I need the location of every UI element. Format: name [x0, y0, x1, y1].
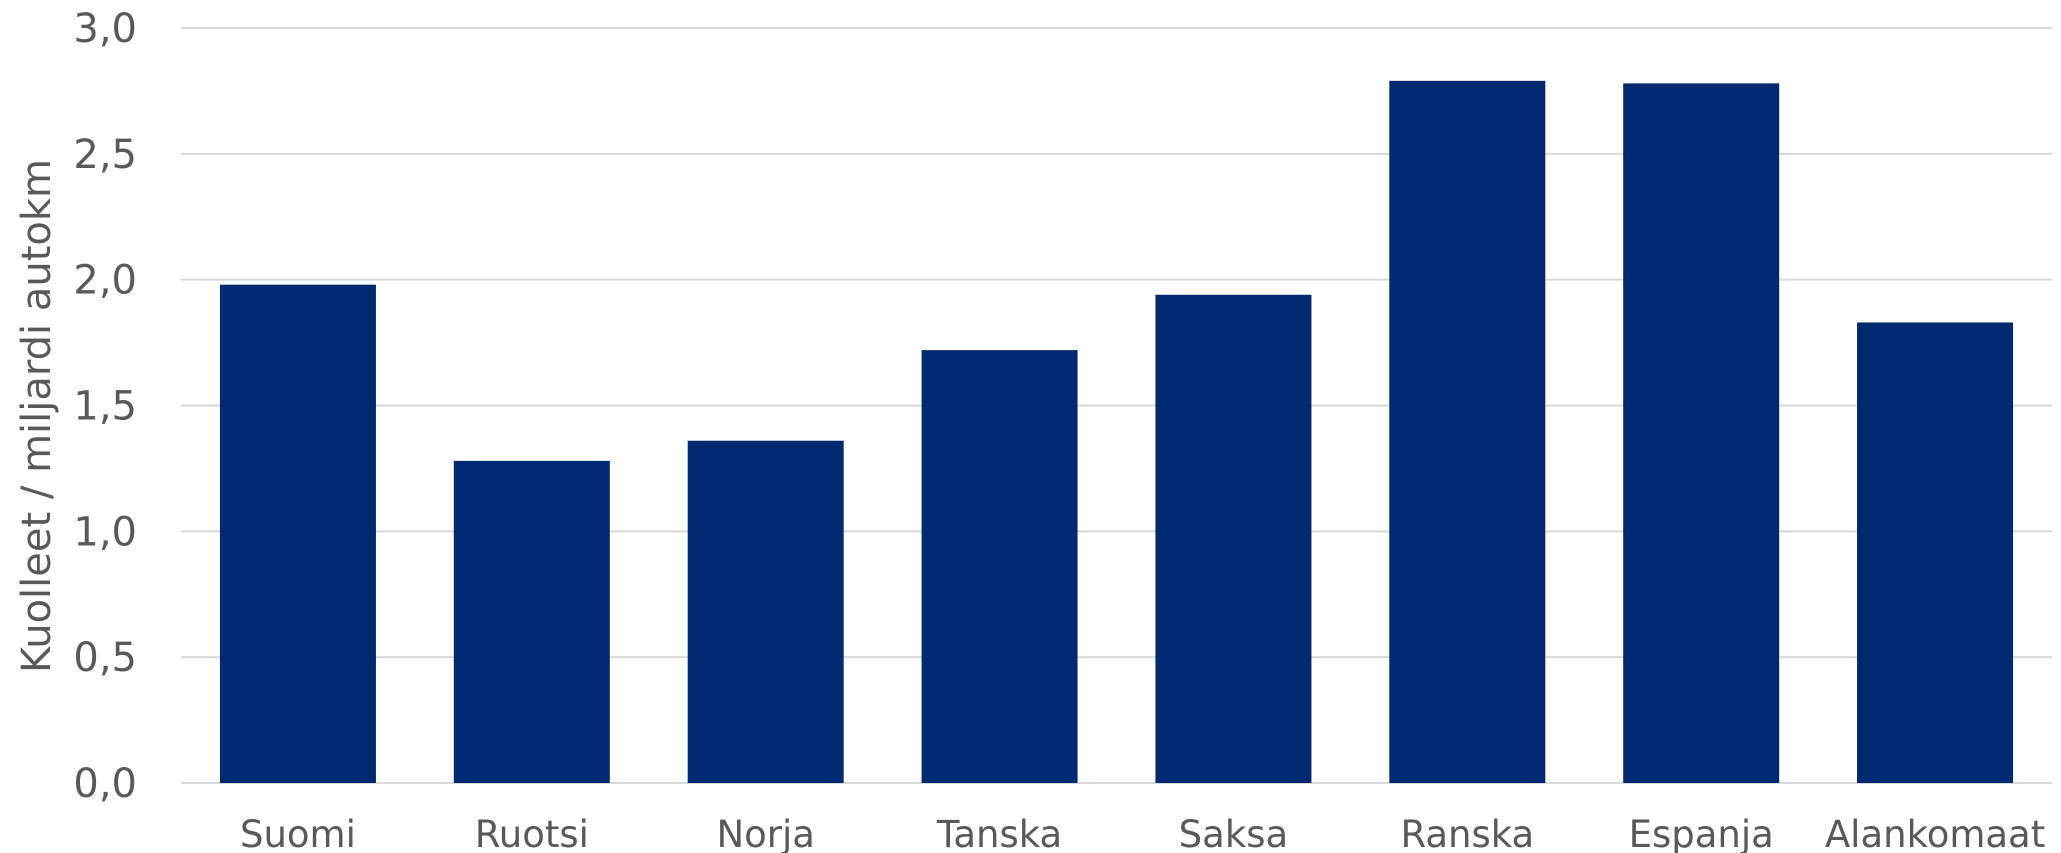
x-tick-label: Norja: [716, 813, 814, 853]
y-tick-label: 0,0: [73, 761, 137, 807]
bar-espanja: [1623, 83, 1780, 783]
bar-tanska: [921, 350, 1078, 783]
bars: [219, 80, 2014, 784]
bar-suomi: [219, 284, 376, 783]
y-tick-label: 3,0: [73, 6, 137, 52]
bar-norja: [687, 440, 844, 783]
y-axis-label: Kuolleet / miljardi autokm: [14, 159, 60, 673]
bar-alankomaat: [1857, 322, 2014, 783]
y-axis-ticks: 0,0 0,5 1,0 1,5 2,0 2,5 3,0: [73, 6, 137, 807]
y-tick-label: 2,0: [73, 258, 137, 304]
x-tick-label: Tanska: [936, 813, 1062, 853]
x-tick-label: Ruotsi: [475, 813, 589, 853]
bar-saksa: [1155, 294, 1312, 783]
bar-ruotsi: [453, 460, 610, 783]
y-tick-label: 1,0: [73, 509, 137, 555]
x-tick-label: Saksa: [1179, 813, 1289, 853]
y-tick-label: 1,5: [73, 384, 137, 430]
y-tick-label: 2,5: [73, 132, 137, 178]
x-tick-label: Espanja: [1629, 813, 1774, 853]
y-tick-label: 0,5: [73, 635, 137, 681]
x-axis-ticks: Suomi Ruotsi Norja Tanska Saksa Ranska Espanja…: [240, 813, 2045, 853]
x-tick-label: Alankomaat: [1825, 813, 2045, 853]
bar-ranska: [1389, 80, 1546, 784]
x-tick-label: Suomi: [240, 813, 356, 853]
x-tick-label: Ranska: [1400, 813, 1534, 853]
